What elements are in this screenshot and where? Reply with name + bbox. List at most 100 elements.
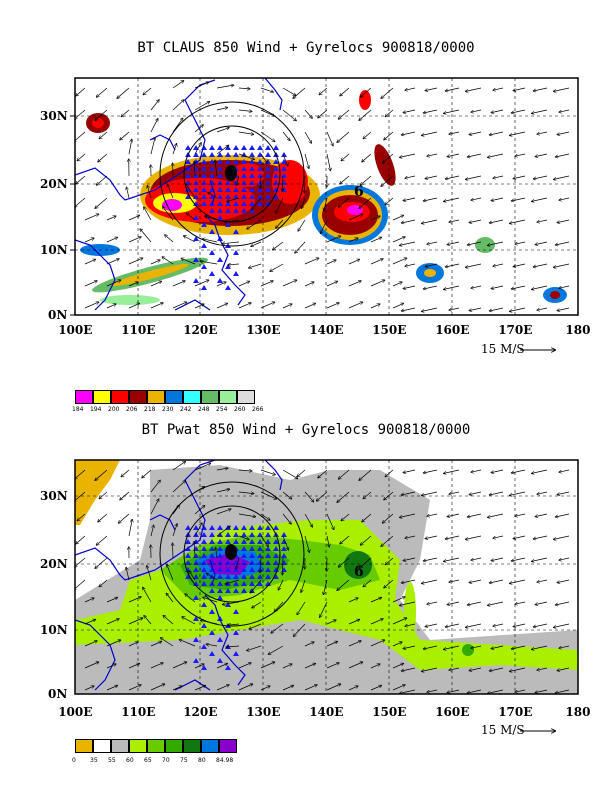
legend-swatch xyxy=(75,390,93,404)
wind-vector xyxy=(422,219,438,223)
wind-vector xyxy=(106,304,116,309)
wind-vector xyxy=(278,579,284,590)
gyre-triangle xyxy=(201,194,207,199)
wind-vector xyxy=(238,535,249,540)
wind-vector xyxy=(150,684,165,691)
wind-vector xyxy=(402,667,416,671)
panel1-vector-scale: 15 M/S xyxy=(481,342,525,356)
gyre-triangle xyxy=(233,145,239,150)
gyre-triangle xyxy=(249,159,255,164)
wind-vector xyxy=(403,285,416,289)
wind-vector xyxy=(75,197,86,207)
gyre-triangle xyxy=(217,532,223,537)
panel1-lat-label: 0N xyxy=(48,308,68,322)
gyre-triangle xyxy=(281,173,287,178)
wind-vector xyxy=(206,644,218,646)
wind-vector xyxy=(556,153,570,157)
wind-vector xyxy=(317,491,328,501)
gyre-triangle xyxy=(265,539,271,544)
wind-vector xyxy=(128,664,139,669)
wind-vector xyxy=(238,110,252,111)
wind-vector xyxy=(468,689,482,693)
legend-swatch xyxy=(147,390,165,404)
wind-vector xyxy=(337,579,350,590)
gyre-triangle xyxy=(257,187,263,192)
wind-vector xyxy=(490,667,504,671)
wind-vector xyxy=(383,153,394,163)
wind-vector xyxy=(167,184,174,199)
gyre-triangle xyxy=(201,581,207,586)
gyre-triangle xyxy=(217,194,223,199)
wind-vector xyxy=(106,259,119,265)
wind-vector xyxy=(97,175,108,185)
panel1-wind-vectors xyxy=(75,81,570,312)
gyre-triangle xyxy=(265,194,271,199)
wind-vector xyxy=(557,491,570,495)
gyre-triangle xyxy=(217,525,223,530)
gyre-triangle xyxy=(257,546,263,551)
wind-vector xyxy=(206,573,218,581)
wind-vector xyxy=(385,557,394,565)
wind-vector xyxy=(392,282,402,287)
wind-vector xyxy=(304,131,311,143)
gyre-triangle xyxy=(249,532,255,537)
gyre-triangle xyxy=(193,152,199,157)
wind-vector xyxy=(488,601,504,605)
wind-vector xyxy=(128,685,141,691)
wind-vector xyxy=(128,282,138,287)
wind-vector xyxy=(556,241,570,245)
gyre-triangle xyxy=(265,145,271,150)
gyre-triangle xyxy=(257,525,263,530)
wind-vector xyxy=(282,304,292,309)
gyre-triangle xyxy=(233,609,239,614)
gyre-triangle xyxy=(193,637,199,642)
wind-vector xyxy=(228,264,240,265)
wind-vector xyxy=(449,579,460,582)
wind-vector xyxy=(403,469,416,473)
wind-vector xyxy=(348,214,363,221)
wind-vector xyxy=(142,469,152,478)
gyre-triangle xyxy=(217,553,223,558)
wind-vector xyxy=(247,219,262,229)
gyre-triangle xyxy=(185,159,191,164)
wind-vector xyxy=(150,663,163,669)
wind-vector xyxy=(318,109,328,118)
wind-vector xyxy=(488,153,504,157)
wind-vector xyxy=(260,513,270,520)
wind-vector xyxy=(128,237,141,243)
wind-vector xyxy=(392,664,403,669)
wind-vector xyxy=(537,667,548,670)
wind-vector xyxy=(203,597,218,603)
wind-vector xyxy=(128,520,132,537)
wind-vector xyxy=(147,566,152,581)
wind-vector xyxy=(424,645,438,649)
wind-vector xyxy=(216,685,229,691)
wind-vector xyxy=(163,616,174,625)
wind-vector xyxy=(557,667,570,671)
wind-vector xyxy=(422,579,438,583)
gyre-triangle xyxy=(273,525,279,530)
wind-vector xyxy=(120,491,130,500)
wind-vector xyxy=(370,686,381,691)
wind-vector xyxy=(127,187,130,199)
wind-vector xyxy=(216,526,230,537)
wind-vector xyxy=(512,645,526,649)
wind-vector xyxy=(150,281,161,287)
wind-vector xyxy=(282,280,297,287)
wind-vector xyxy=(304,282,314,287)
wind-vector xyxy=(216,108,228,111)
wind-vector xyxy=(556,513,570,517)
wind-vector xyxy=(304,153,309,168)
wind-vector xyxy=(370,304,380,309)
gyre-triangle xyxy=(241,208,247,213)
wind-vector xyxy=(532,645,548,649)
wind-vector xyxy=(510,131,526,135)
wind-vector xyxy=(532,109,548,113)
wind-vector xyxy=(468,153,482,157)
wind-vector xyxy=(117,87,130,98)
wind-vector xyxy=(282,664,292,669)
lon-label: 150E xyxy=(372,323,407,337)
wind-vector xyxy=(173,543,174,559)
wind-vector xyxy=(260,109,275,116)
gyre-triangle xyxy=(249,201,255,206)
